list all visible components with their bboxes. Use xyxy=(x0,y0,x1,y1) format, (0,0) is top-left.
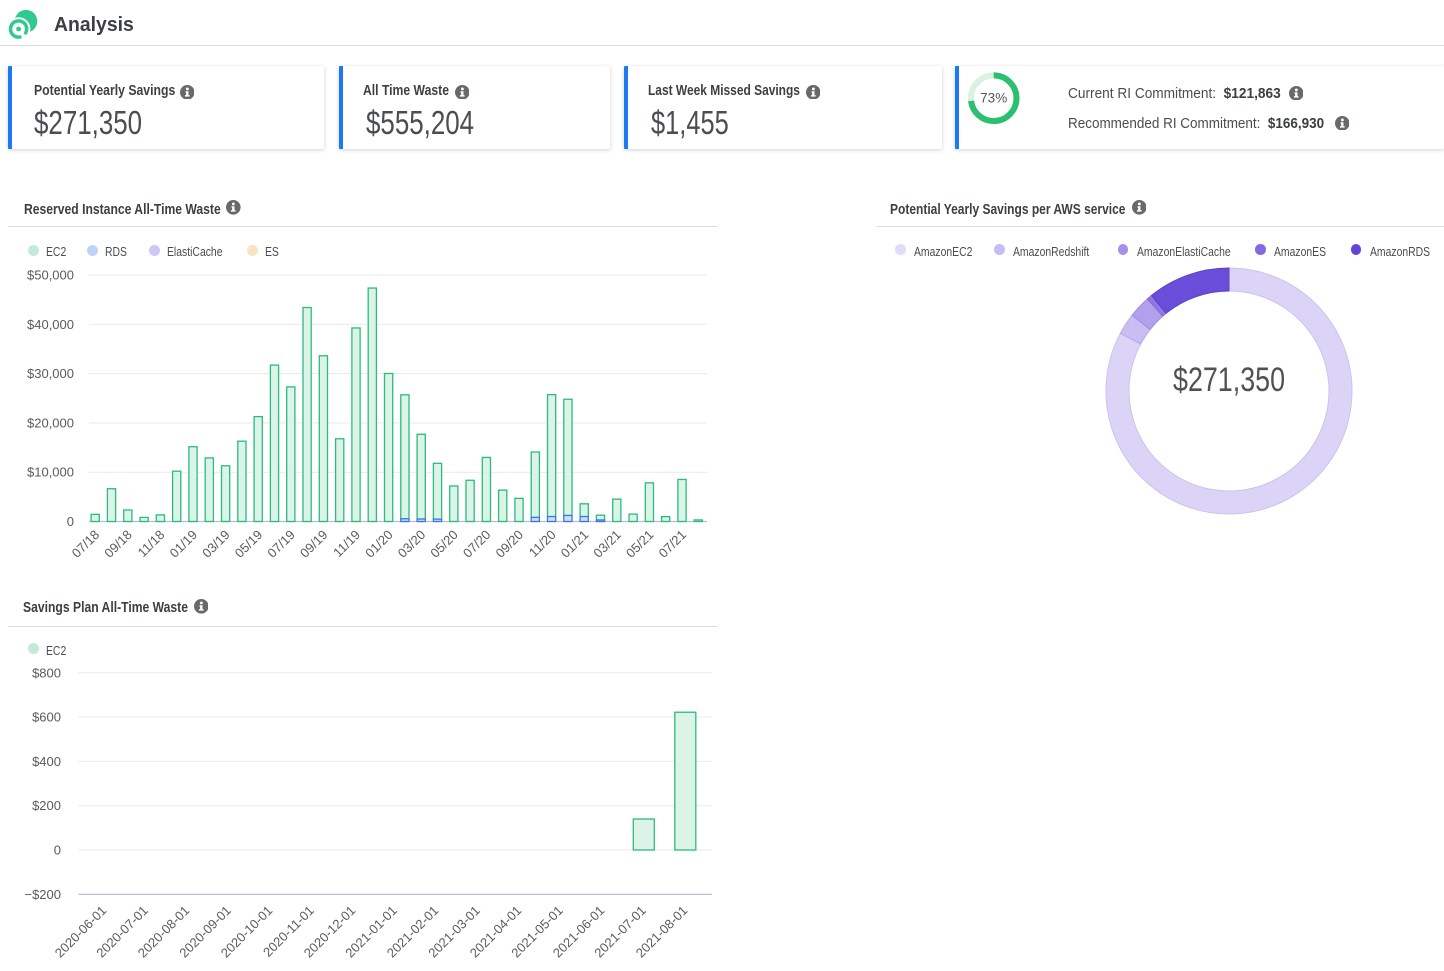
svg-text:09/18: 09/18 xyxy=(101,527,135,561)
svg-text:03/19: 03/19 xyxy=(199,527,233,561)
svg-text:09/19: 09/19 xyxy=(297,527,331,561)
svg-text:07/20: 07/20 xyxy=(460,527,494,561)
svg-text:03/21: 03/21 xyxy=(590,527,624,561)
svg-text:01/20: 01/20 xyxy=(362,527,396,561)
svg-text:$800: $800 xyxy=(32,665,61,680)
svg-text:11/18: 11/18 xyxy=(135,527,168,560)
svg-text:07/21: 07/21 xyxy=(656,527,690,561)
svg-text:11/20: 11/20 xyxy=(526,527,559,560)
svg-text:0: 0 xyxy=(67,514,74,529)
svg-text:$271,350: $271,350 xyxy=(1173,361,1285,399)
svg-text:05/21: 05/21 xyxy=(623,527,657,561)
svg-text:$50,000: $50,000 xyxy=(27,268,74,283)
svg-text:0: 0 xyxy=(54,843,61,858)
svg-text:$400: $400 xyxy=(32,754,61,769)
svg-text:11/19: 11/19 xyxy=(330,527,363,560)
svg-text:09/20: 09/20 xyxy=(493,527,527,561)
svg-text:01/19: 01/19 xyxy=(167,527,201,561)
svg-text:03/20: 03/20 xyxy=(395,527,429,561)
svg-text:05/19: 05/19 xyxy=(232,527,266,561)
svg-text:$40,000: $40,000 xyxy=(27,317,74,332)
svg-text:$30,000: $30,000 xyxy=(27,366,74,381)
svg-text:73%: 73% xyxy=(980,91,1007,106)
svg-text:05/20: 05/20 xyxy=(427,527,461,561)
svg-text:$200: $200 xyxy=(32,798,61,813)
svg-text:01/21: 01/21 xyxy=(558,527,592,561)
svg-text:$20,000: $20,000 xyxy=(27,415,74,430)
svg-text:07/18: 07/18 xyxy=(69,527,103,561)
svg-text:$600: $600 xyxy=(32,710,61,725)
svg-text:−$200: −$200 xyxy=(24,887,61,902)
svg-text:$10,000: $10,000 xyxy=(27,465,74,480)
svg-text:07/19: 07/19 xyxy=(264,527,298,561)
